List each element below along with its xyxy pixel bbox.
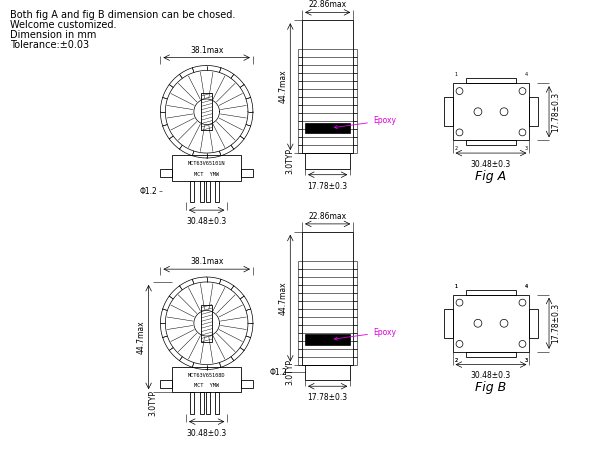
Text: 17.78±0.3: 17.78±0.3 [551,92,560,132]
Bar [201,305,212,342]
Text: 44.7max: 44.7max [279,70,287,103]
Bar [201,93,212,130]
Bar [205,181,210,202]
Text: 30.48±0.3: 30.48±0.3 [186,429,227,437]
Bar [241,380,253,388]
Bar [200,181,204,202]
Text: Fig B: Fig B [475,381,507,394]
Text: 17.78±0.3: 17.78±0.3 [308,393,347,402]
Bar [302,232,353,365]
Text: 4: 4 [524,284,528,289]
Text: 2: 2 [454,358,458,363]
Bar [200,392,204,414]
Text: 44.7max: 44.7max [279,281,287,315]
Bar [466,352,516,357]
Text: Dimension in mm: Dimension in mm [10,30,97,40]
Bar [466,290,516,295]
Text: Φ1.2: Φ1.2 [269,368,287,377]
Bar [161,169,172,177]
Bar [305,153,351,169]
Text: 17.78±0.3: 17.78±0.3 [551,303,560,343]
Text: 2: 2 [454,358,458,363]
Bar [305,334,351,345]
Text: 3.0TYP: 3.0TYP [148,390,157,416]
Text: Tolerance:±0.03: Tolerance:±0.03 [10,40,89,50]
Text: 2: 2 [454,146,458,151]
Bar [530,97,538,126]
Bar [453,83,530,140]
Text: 4: 4 [524,72,528,77]
Text: 30.48±0.3: 30.48±0.3 [186,217,227,226]
Text: Epoxy: Epoxy [335,116,396,129]
Text: 44.7max: 44.7max [137,320,146,354]
Text: 3: 3 [524,358,528,363]
Bar [444,97,453,126]
Text: MCT  YMW: MCT YMW [194,383,219,388]
Text: Φ1.2: Φ1.2 [140,187,157,196]
Text: MCT63V65108D: MCT63V65108D [188,373,226,378]
Text: Both fig A and fig B dimension can be chosed.: Both fig A and fig B dimension can be ch… [10,11,236,20]
Text: 38.1max: 38.1max [190,46,223,55]
Bar [305,123,351,133]
Bar [530,309,538,337]
Text: MCT63V65101N: MCT63V65101N [188,161,226,166]
Text: 3.0TYP: 3.0TYP [286,148,295,174]
Text: 17.78±0.3: 17.78±0.3 [308,182,347,190]
Text: 3: 3 [524,358,528,363]
Text: 1: 1 [454,72,458,77]
Bar [241,169,253,177]
Text: MCT  YMW: MCT YMW [194,171,219,177]
Text: 30.48±0.3: 30.48±0.3 [471,160,511,169]
Bar [205,392,210,414]
Bar [466,78,516,83]
Bar [305,365,351,380]
Text: 38.1max: 38.1max [190,257,223,266]
Text: Epoxy: Epoxy [335,328,396,340]
Text: Welcome customized.: Welcome customized. [10,20,116,30]
Text: 1: 1 [454,284,458,289]
Bar [453,295,530,352]
Text: 22.86max: 22.86max [309,212,347,221]
Text: 30.48±0.3: 30.48±0.3 [471,372,511,380]
Bar [302,20,353,153]
Bar [215,181,219,202]
Bar [444,309,453,337]
Bar [215,392,219,414]
Text: 4: 4 [524,284,528,289]
Text: Fig A: Fig A [475,170,507,183]
Bar [466,140,516,145]
Text: 3: 3 [524,146,528,151]
Text: 1: 1 [454,284,458,289]
Bar [161,380,172,388]
Text: 22.86max: 22.86max [309,0,347,9]
Bar [191,392,194,414]
Text: 3.0TYP: 3.0TYP [286,360,295,385]
Bar [191,181,194,202]
Bar [172,155,241,181]
Bar [172,366,241,392]
